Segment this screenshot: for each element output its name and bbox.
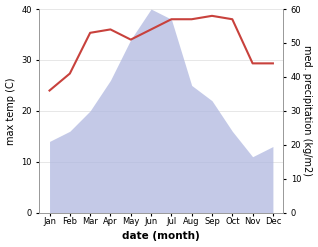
Y-axis label: med. precipitation (kg/m2): med. precipitation (kg/m2) bbox=[302, 45, 313, 176]
X-axis label: date (month): date (month) bbox=[122, 231, 200, 242]
Y-axis label: max temp (C): max temp (C) bbox=[5, 77, 16, 145]
